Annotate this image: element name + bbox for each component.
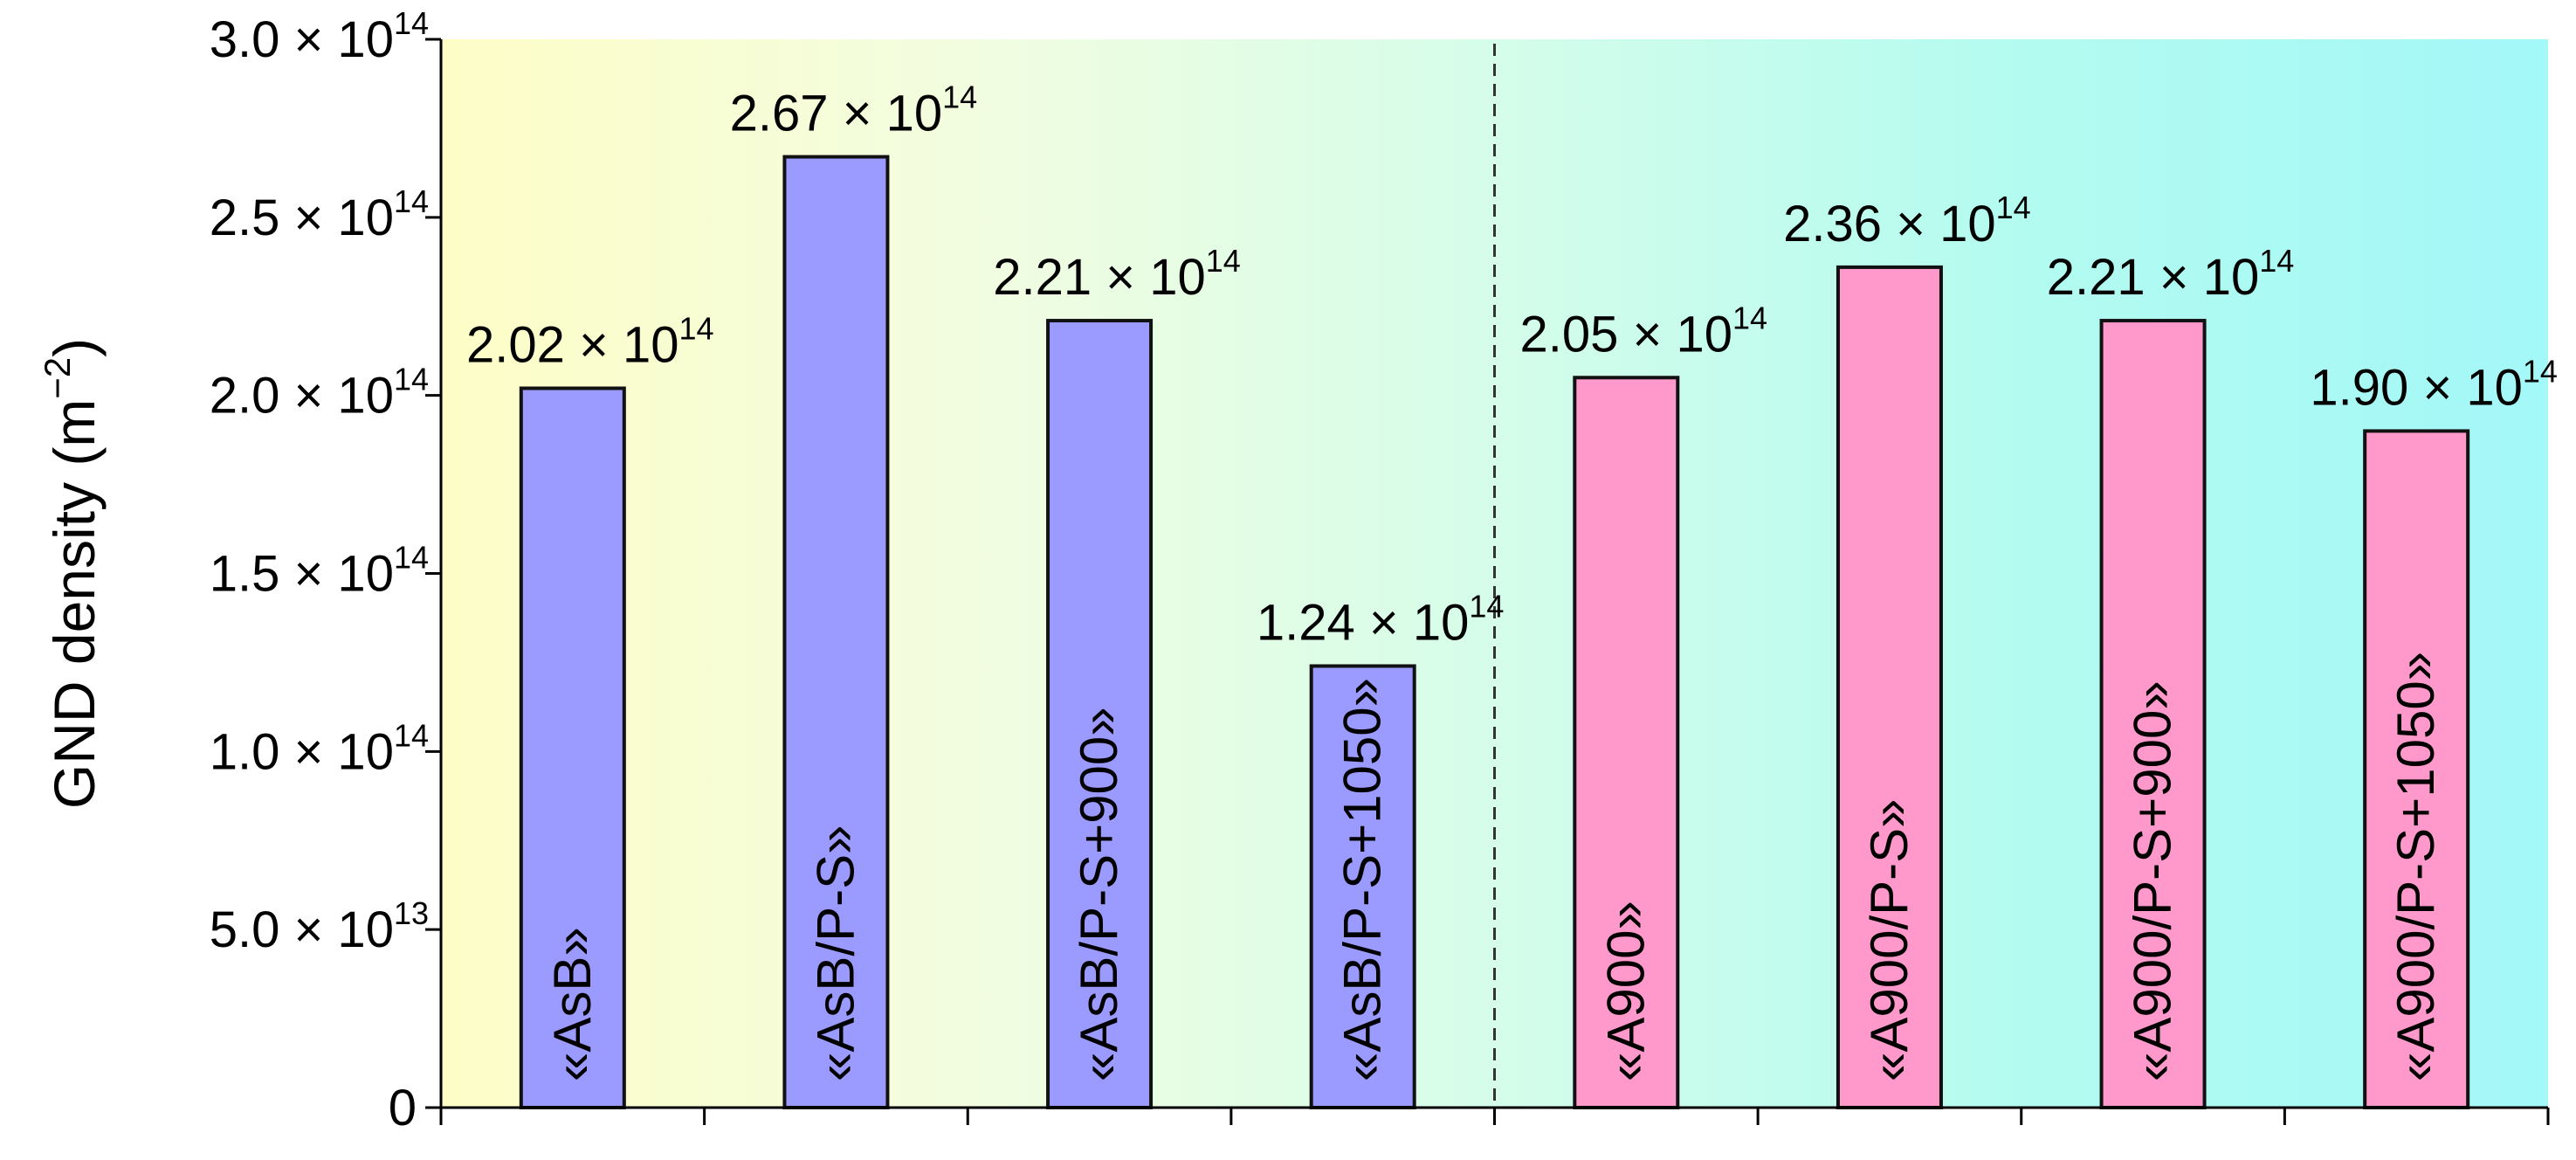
y-tick-label-1: 5.0 × 1013 <box>210 895 429 958</box>
bar-category-label-8: «A900/P-S+1050» <box>2387 652 2445 1081</box>
bar-category-label-5: «A900» <box>1596 901 1655 1081</box>
y-tick-label-5: 2.5 × 1014 <box>210 183 429 246</box>
data-label-6: 2.36 × 1014 <box>1783 190 2031 252</box>
bar-category-label-3: «AsB/P-S+900» <box>1070 707 1128 1081</box>
y-tick-label-0: 0 <box>389 1080 417 1136</box>
y-tick-labels: 0 5.0 × 1013 1.0 × 1014 1.5 × 1014 2.0 × 101… <box>210 5 429 1136</box>
data-label-1: 2.02 × 1014 <box>466 311 714 374</box>
bar-1 <box>519 386 626 1110</box>
y-tick-label-3: 1.5 × 1014 <box>210 540 429 603</box>
bar-category-label-2: «AsB/P-S» <box>806 825 864 1081</box>
data-label-8: 1.90 × 1014 <box>2310 353 2558 416</box>
bars-group <box>519 155 2470 1110</box>
data-label-7: 2.21 × 1014 <box>2047 243 2295 306</box>
data-labels: 2.02 × 1014 2.67 × 1014 2.21 × 1014 1.24 × … <box>466 79 2558 652</box>
bar-category-label-4: «AsB/P-S+1050» <box>1333 678 1392 1081</box>
data-label-4: 1.24 × 1014 <box>1257 588 1505 651</box>
bar-7 <box>2099 319 2207 1110</box>
bar-category-label-7: «A900/P-S+900» <box>2124 680 2182 1081</box>
data-label-3: 2.21 × 1014 <box>993 243 1241 306</box>
data-label-5: 2.05 × 1014 <box>1520 300 1768 362</box>
bar-category-labels: «AsB» «AsB/P-S» «AsB/P-S+900» «AsB/P-S+1050… <box>543 652 2445 1081</box>
data-label-2: 2.67 × 1014 <box>730 79 978 142</box>
bar-2 <box>782 155 890 1109</box>
y-axis-title: GND density (m−2) <box>37 338 107 809</box>
bar-category-label-6: «A900/P-S» <box>1860 798 1918 1081</box>
bar-8 <box>2363 429 2470 1109</box>
bar-category-label-1: «AsB» <box>543 927 602 1081</box>
y-tick-label-6: 3.0 × 1014 <box>210 5 429 68</box>
y-tick-label-2: 1.0 × 1014 <box>210 717 429 780</box>
bar-3 <box>1046 319 1154 1110</box>
y-tick-label-4: 2.0 × 1014 <box>210 362 429 425</box>
axes-group <box>425 38 2550 1125</box>
